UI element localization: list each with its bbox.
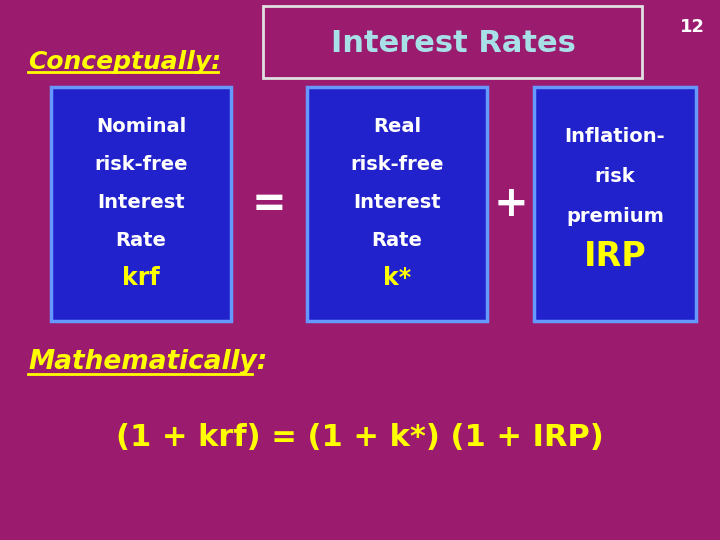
FancyBboxPatch shape xyxy=(263,6,642,78)
Text: risk-free: risk-free xyxy=(350,154,444,173)
Text: k*: k* xyxy=(383,266,411,290)
Text: Rate: Rate xyxy=(116,231,166,249)
Text: Mathematically:: Mathematically: xyxy=(28,349,267,375)
Text: +: + xyxy=(493,183,528,225)
Text: IRP: IRP xyxy=(584,240,647,273)
Text: premium: premium xyxy=(566,206,664,226)
Text: Real: Real xyxy=(373,117,421,136)
Text: 12: 12 xyxy=(680,18,705,36)
Text: krf: krf xyxy=(122,266,160,290)
Text: Nominal: Nominal xyxy=(96,117,186,136)
Text: Interest: Interest xyxy=(354,192,441,212)
FancyBboxPatch shape xyxy=(51,87,231,321)
Text: risk: risk xyxy=(595,166,635,186)
Text: Interest Rates: Interest Rates xyxy=(330,30,575,58)
Text: Inflation-: Inflation- xyxy=(564,126,665,145)
Text: risk-free: risk-free xyxy=(94,154,188,173)
Text: =: = xyxy=(251,183,287,225)
Text: Interest: Interest xyxy=(97,192,185,212)
FancyBboxPatch shape xyxy=(534,87,696,321)
Text: Conceptually:: Conceptually: xyxy=(28,50,221,74)
FancyBboxPatch shape xyxy=(307,87,487,321)
Text: Rate: Rate xyxy=(372,231,423,249)
Text: (1 + krf) = (1 + k*) (1 + IRP): (1 + krf) = (1 + k*) (1 + IRP) xyxy=(116,423,604,453)
